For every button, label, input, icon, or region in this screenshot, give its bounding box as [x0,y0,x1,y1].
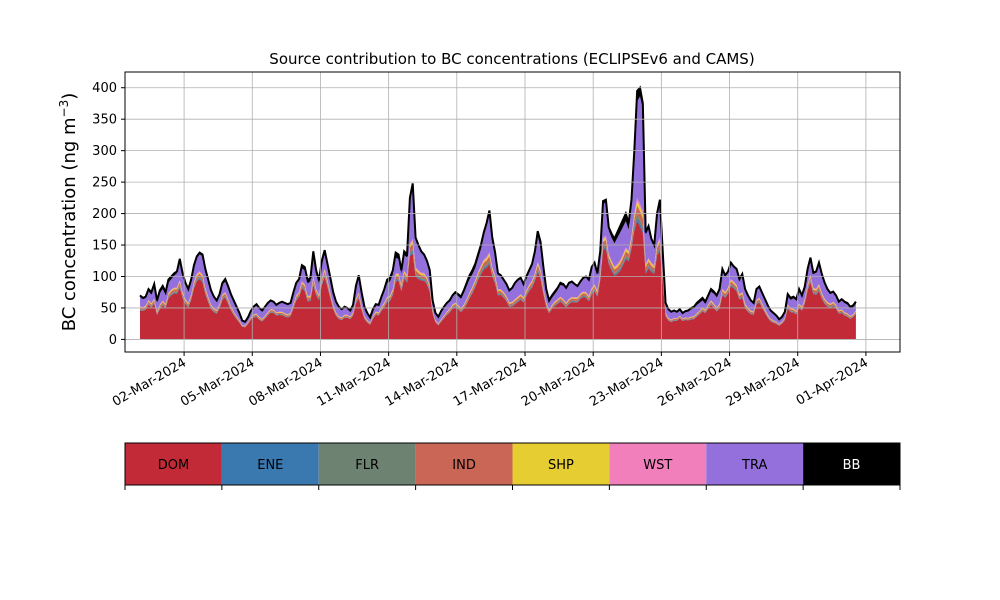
y-tick-label: 250 [92,176,117,191]
x-tick-label: 05-Mar-2024 [178,355,257,409]
y-axis-label-close: ) [59,93,80,100]
legend-swatch-ind [415,443,513,485]
legend-swatch-dom [125,443,222,485]
y-tick-label: 200 [92,207,117,222]
legend-label-ene: ENE [257,458,283,473]
x-tick-label: 08-Mar-2024 [246,355,325,409]
x-tick-label: 20-Mar-2024 [519,355,598,409]
y-tick-label: 50 [100,301,117,316]
y-tick-label: 100 [92,270,117,285]
x-tick-label: 11-Mar-2024 [314,355,393,409]
y-tick-label: 350 [92,113,117,128]
x-tick-label: 29-Mar-2024 [724,355,803,409]
area-tra [140,96,856,326]
area-ene [140,217,856,328]
y-axis-label-main: BC concentration (ng m [59,117,80,331]
y-tick-label: 300 [92,144,117,159]
plot-frame [124,71,901,353]
y-axis-label-sup: −3 [57,100,71,118]
y-tick-label: 0 [109,333,117,348]
x-tick-label: 17-Mar-2024 [451,355,530,409]
legend-swatch-wst [609,443,707,485]
legend-swatch-tra [706,443,804,485]
legend-swatch-bb [803,443,900,485]
legend-label-wst: WST [643,458,672,473]
legend-swatch-flr [318,443,416,485]
chart-title: Source contribution to BC concentrations… [269,50,754,68]
legend-swatch-ene [221,443,319,485]
x-tick-label: 26-Mar-2024 [655,355,734,409]
gridlines [125,72,900,352]
area-dom [140,220,856,340]
area-ind [140,205,856,327]
area-flr [140,214,856,328]
legend-colorbar: DOM ENE FLR IND SHP WST TRA BB [124,442,901,490]
legend-label-ind: IND [452,458,476,473]
legend-label-flr: FLR [355,458,379,473]
y-tick-label: 400 [92,81,117,96]
legend-label-shp: SHP [548,458,574,473]
legend-label-bb: BB [843,458,861,473]
y-tick-label: 150 [92,239,117,254]
legend-label-tra: TRA [741,458,767,473]
x-tick-label: 23-Mar-2024 [587,355,666,409]
x-tick-label: 02-Mar-2024 [110,355,189,409]
x-tick-label: 14-Mar-2024 [383,355,462,409]
x-tick-label: 01-Apr-2024 [794,355,871,408]
y-axis-label: BC concentration (ng m−3) [57,93,80,332]
legend-swatch-shp [512,443,610,485]
legend-label-dom: DOM [158,458,189,473]
